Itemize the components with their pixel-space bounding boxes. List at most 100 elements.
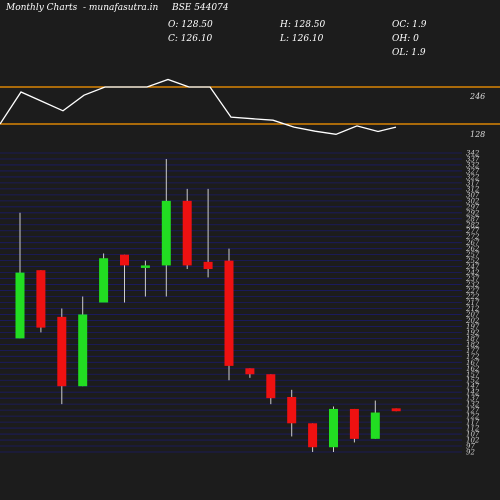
candle-body: [245, 368, 255, 375]
y-tick-label: 167: [466, 359, 480, 367]
y-tick-label: 242: [465, 269, 480, 277]
y-tick-label: 297: [465, 203, 480, 211]
candle-10: [203, 188, 213, 278]
y-tick-label: 287: [465, 215, 480, 223]
y-tick-label: 247: [465, 263, 480, 271]
y-tick-label: 157: [466, 371, 480, 379]
close-value: C: 126.10: [168, 34, 213, 44]
candle-13: [266, 374, 276, 405]
candle-body: [287, 396, 297, 424]
y-tick-label: 162: [466, 365, 480, 373]
candle-4: [78, 296, 88, 387]
y-tick-label: 122: [466, 413, 480, 421]
site-link[interactable]: - munafasutra.in: [83, 3, 159, 13]
high-value: H: 128.50: [280, 20, 326, 30]
candle-6: [120, 254, 129, 303]
band-label: 128: [470, 130, 485, 139]
low-value: L: 126.10: [280, 34, 324, 44]
y-tick-label: 97: [466, 443, 475, 451]
candle-body: [391, 408, 401, 412]
y-tick-label: 322: [466, 173, 480, 181]
candle-body: [140, 265, 150, 268]
oc-value: OC: 1.9: [392, 20, 427, 30]
candle-body: [349, 408, 359, 439]
y-tick-label: 262: [465, 245, 480, 253]
oh-value: OH: 0: [392, 34, 419, 44]
y-tick-label: 267: [465, 239, 480, 247]
y-tick-label: 217: [465, 299, 480, 307]
y-tick-label: 337: [466, 155, 480, 163]
y-tick-label: 257: [465, 251, 480, 259]
candle-8: [161, 158, 171, 297]
y-tick-label: 207: [465, 311, 480, 319]
candle-body: [370, 412, 380, 439]
candle-body: [120, 254, 129, 266]
y-tick-label: 277: [465, 227, 480, 235]
candle-7: [140, 260, 150, 297]
y-tick-label: 272: [465, 233, 480, 241]
candle-1: [15, 212, 25, 339]
symbol-label: BSE 544074: [172, 3, 229, 13]
y-tick-label: 107: [466, 431, 480, 439]
candle-body: [203, 261, 213, 270]
y-tick-label: 292: [465, 209, 480, 217]
candle-9: [182, 188, 192, 270]
y-tick-label: 177: [466, 347, 480, 355]
y-tick-label: 237: [465, 275, 480, 283]
y-tick-label: 327: [466, 167, 480, 175]
candle-body: [308, 423, 318, 448]
y-tick-label: 132: [466, 401, 480, 409]
ol-value: OL: 1.9: [392, 48, 426, 58]
y-tick-label: 212: [465, 305, 480, 313]
indicator-panel: 246 128: [0, 78, 500, 139]
indicator-line: [0, 78, 397, 135]
y-tick-label: 147: [466, 383, 480, 391]
candle-11: [224, 248, 234, 381]
y-tick-label: 227: [465, 287, 480, 295]
candle-16: [329, 406, 338, 452]
y-tick-label: 332: [466, 161, 480, 169]
y-tick-label: 92: [466, 449, 475, 457]
y-tick-label: 282: [465, 221, 480, 229]
candle-body: [78, 314, 88, 387]
y-tick-label: 312: [466, 185, 480, 193]
candle-15: [308, 423, 318, 452]
y-tick-label: 117: [466, 419, 480, 427]
y-tick-label: 172: [466, 353, 480, 361]
y-tick-label: 112: [466, 425, 480, 433]
y-tick-label: 187: [466, 335, 480, 343]
y-tick-label: 142: [466, 389, 480, 397]
y-tick-label: 182: [466, 341, 480, 349]
candle-2: [36, 270, 46, 333]
y-tick-label: 342: [466, 150, 480, 158]
y-tick-label: 317: [466, 179, 480, 187]
candle-19: [391, 408, 401, 412]
y-tick-label: 232: [465, 281, 480, 289]
candle-body: [182, 200, 192, 266]
candle-5: [99, 253, 109, 303]
candle-body: [224, 260, 234, 366]
candle-14: [287, 389, 297, 437]
candle-18: [370, 400, 380, 439]
y-tick-label: 307: [466, 191, 480, 199]
candle-body: [329, 408, 338, 448]
candle-12: [245, 368, 255, 378]
candle-body: [99, 258, 109, 303]
y-tick-label: 152: [466, 377, 480, 385]
y-tick-label: 202: [465, 317, 480, 325]
y-tick-label: 197: [466, 323, 480, 331]
candle-body: [57, 316, 67, 387]
candle-body: [15, 272, 25, 339]
y-tick-label: 302: [466, 197, 480, 205]
candle-body: [266, 374, 276, 399]
candle-3: [57, 308, 67, 405]
y-tick-label: 192: [466, 329, 480, 337]
site-title: Monthly Charts: [6, 3, 78, 13]
candle-17: [349, 408, 359, 443]
y-tick-label: 137: [466, 395, 480, 403]
open-value: O: 128.50: [168, 20, 213, 30]
candle-body: [36, 270, 46, 328]
y-tick-label: 252: [465, 257, 480, 265]
y-tick-label: 222: [465, 293, 480, 301]
